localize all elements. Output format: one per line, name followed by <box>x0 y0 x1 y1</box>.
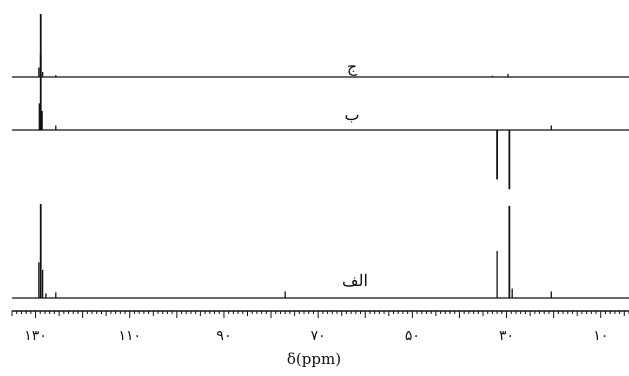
spectrum-traces <box>12 14 629 299</box>
x-axis-title: δ(ppm) <box>287 350 341 368</box>
x-major-ticks: ۱۳۰ ۱۱۰ ۹۰ ۷۰ ۵۰ ۳۰ ۱۰ <box>24 328 608 344</box>
series-label: ب <box>344 105 359 124</box>
x-axis: ۱۳۰ ۱۱۰ ۹۰ ۷۰ ۵۰ ۳۰ ۱۰ <box>11 310 629 344</box>
x-tick-label: ۱۱۰ <box>118 328 141 344</box>
series-1 <box>12 14 629 78</box>
series-label: ج <box>347 57 358 76</box>
x-tick-label: ۹۰ <box>216 328 231 344</box>
x-tick-label: ۷۰ <box>311 328 326 344</box>
series-2 <box>12 54 629 190</box>
x-tick-label: ۳۰ <box>499 328 514 344</box>
x-minor-ticks <box>11 311 629 318</box>
series-labels: ج ب الف <box>342 57 368 290</box>
x-tick-label: ۱۳۰ <box>24 328 47 344</box>
series-label: الف <box>342 271 368 290</box>
x-tick-label: ۵۰ <box>405 328 420 344</box>
x-tick-label: ۱۰ <box>593 328 608 344</box>
series-3 <box>12 204 629 299</box>
